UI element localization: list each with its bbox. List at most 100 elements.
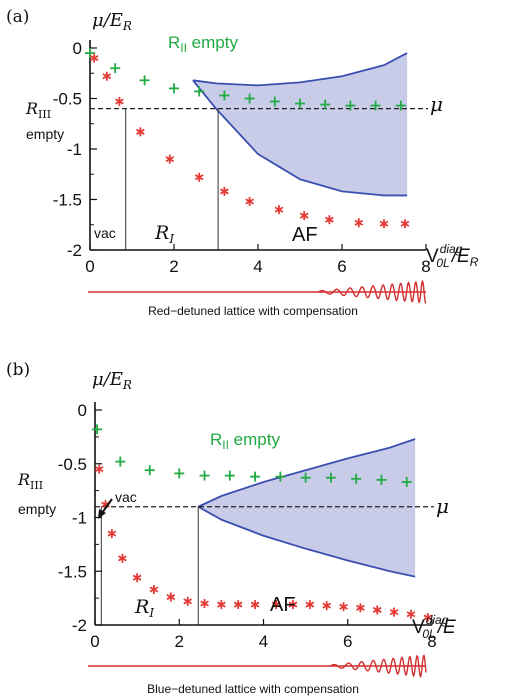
panel-label-b: (b) [6, 360, 30, 380]
star-marker [299, 211, 309, 221]
plus-marker [144, 465, 155, 476]
x-tick-label: 6 [343, 632, 352, 651]
ri-label-a: RI [154, 222, 174, 246]
af-region-b [197, 438, 416, 578]
star-marker [274, 205, 284, 215]
plus-marker [351, 473, 362, 484]
star-marker [305, 600, 315, 610]
af-upper-boundary [192, 52, 408, 87]
star-marker [354, 218, 364, 228]
star-marker [423, 612, 433, 622]
af-region-a [192, 52, 408, 197]
plus-marker [275, 471, 286, 482]
x-tick-label: 0 [85, 257, 94, 276]
x-tick-label: 0 [90, 632, 99, 651]
wave-curve [329, 654, 427, 679]
x-tick-label: 8 [421, 257, 430, 276]
star-marker [356, 603, 365, 613]
star-marker [217, 600, 226, 610]
plus-marker [219, 90, 230, 101]
plus-marker [174, 468, 185, 479]
x-tick-label: 4 [253, 257, 262, 276]
y-tick-label: -1 [72, 509, 87, 528]
star-marker [183, 596, 193, 606]
af-label-b: AF [270, 594, 296, 616]
riii-empty-label-a: empty [26, 126, 64, 142]
mu-label-a: μ [430, 92, 443, 116]
rii-empty-label-b: RII empty [210, 430, 280, 452]
af-region-fill [192, 53, 408, 196]
star-marker [194, 172, 204, 182]
riii-empty-label-b: empty [18, 501, 56, 517]
x-axis-label-a: Vdiag 0L/ER [426, 242, 479, 270]
star-marker [372, 605, 382, 615]
plus-marker [320, 99, 331, 110]
plus-marker [139, 75, 150, 86]
y-tick-label: -0.5 [53, 90, 82, 109]
wave-curve [317, 279, 427, 304]
star-marker [102, 71, 112, 81]
af-region-fill [198, 439, 416, 577]
y-tick-label: -2 [72, 616, 87, 635]
riii-label-a: RIII [25, 99, 51, 121]
x-tick-label: 8 [427, 632, 436, 651]
af-upper-boundary [197, 438, 416, 508]
star-marker [245, 197, 254, 207]
plus-marker [345, 100, 356, 111]
y-tick-label: -0.5 [58, 455, 87, 474]
plus-marker [115, 456, 126, 467]
plus-marker [92, 424, 103, 435]
plus-marker [325, 472, 336, 483]
caption-b: Blue−detuned lattice with compensation [147, 682, 359, 696]
x-axis-label-b: Vdiag 0L/E [412, 613, 456, 641]
x-tick-label: 2 [175, 632, 184, 651]
star-marker [400, 219, 410, 229]
plus-marker [395, 100, 406, 111]
plus-marker [199, 470, 210, 481]
x-tick-label: 6 [337, 257, 346, 276]
plus-marker [244, 93, 255, 104]
plus-marker [300, 472, 311, 483]
y-axis-label-b: μ/ER [92, 369, 132, 392]
y-tick-label: -1.5 [58, 562, 87, 581]
star-marker [89, 53, 99, 63]
plus-marker [269, 96, 280, 107]
plus-marker [401, 477, 412, 488]
star-marker [166, 592, 176, 602]
data-points-b [92, 424, 433, 622]
rii-empty-label-a: RII empty [168, 33, 238, 55]
star-marker [271, 600, 281, 610]
panel-label-a: (a) [6, 7, 29, 27]
y-tick-label: -2 [67, 241, 82, 260]
y-tick-label: -1.5 [53, 191, 82, 210]
plus-marker [224, 470, 235, 481]
ri-label-b: RI [134, 596, 154, 620]
x-tick-label: 4 [259, 632, 268, 651]
lattice-wave-a [88, 279, 427, 304]
guide-lines-a [90, 107, 428, 250]
star-marker [406, 609, 416, 619]
vac-label-a: vac [94, 225, 116, 241]
star-marker [389, 607, 399, 617]
star-marker [115, 97, 124, 107]
vac-arrow-b [98, 498, 113, 519]
star-marker [149, 585, 159, 595]
x-tick-label: 2 [169, 257, 178, 276]
caption-a: Red−detuned lattice with compensation [148, 304, 358, 318]
star-marker [200, 599, 209, 608]
star-marker [107, 529, 117, 539]
riii-label-b: RIII [17, 470, 43, 492]
star-marker [339, 602, 348, 612]
y-tick-label: -1 [67, 140, 82, 159]
plus-marker [250, 471, 261, 482]
plus-marker [194, 86, 205, 97]
guide-lines-b [95, 506, 434, 625]
af-lower-boundary [197, 505, 416, 578]
star-marker [325, 215, 334, 225]
plus-marker [376, 474, 387, 485]
plus-marker [110, 63, 121, 74]
y-axis-label-a: μ/ER [92, 10, 132, 33]
star-marker [220, 186, 229, 196]
panel-b: (b) μ/ER 0 2 4 6 8 0 -0.5 -1 -1.5 -2 RII empty RI… [6, 360, 456, 696]
